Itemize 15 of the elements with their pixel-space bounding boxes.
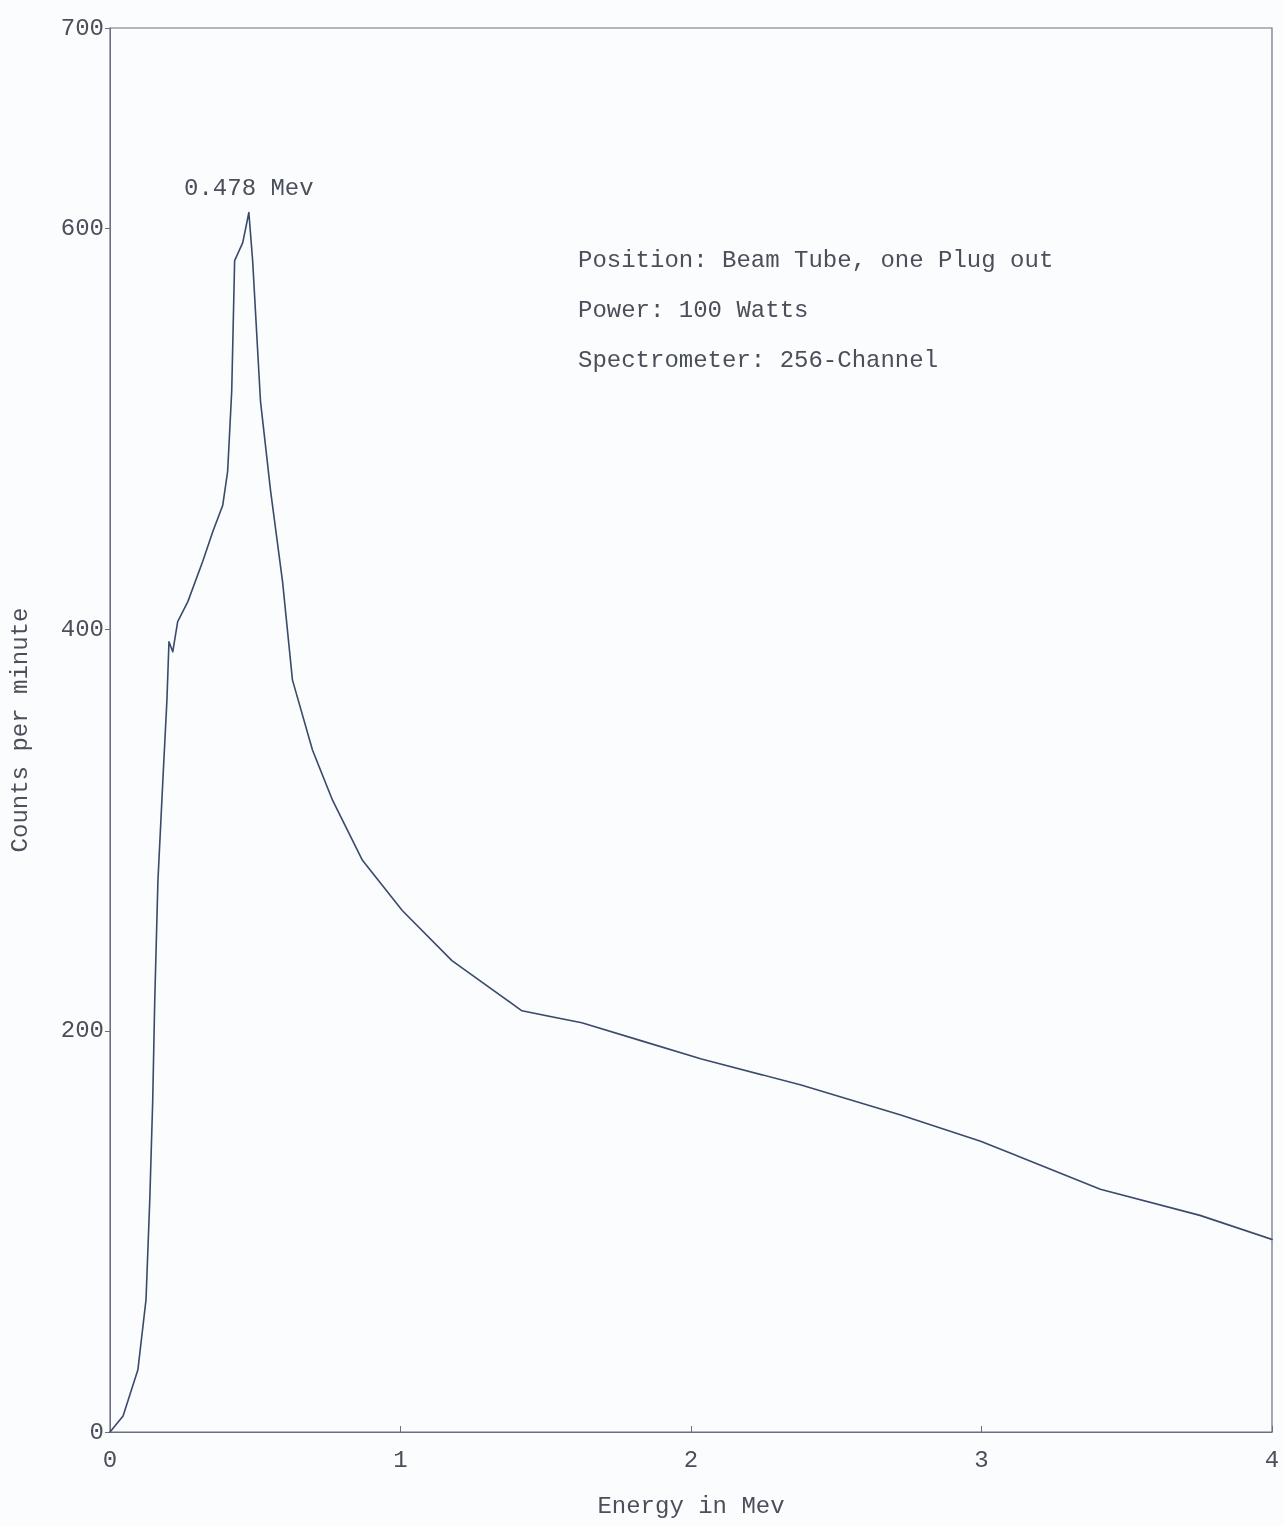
y-axis-title: Counts per minute (6, 607, 34, 853)
x-tick-label: 4 (1264, 1446, 1280, 1474)
x-tick-label: 1 (393, 1446, 408, 1474)
annotation: Position: Beam Tube, one Plug out (578, 246, 1054, 274)
y-tick-label: 400 (60, 616, 104, 644)
annotation: Power: 100 Watts (578, 296, 809, 324)
y-tick-label: 700 (60, 14, 104, 42)
annotation: Spectrometer: 256-Channel (578, 346, 939, 374)
y-tick-label: 0 (89, 1418, 104, 1446)
y-tick-label: 600 (60, 215, 104, 243)
x-tick-label: 3 (974, 1446, 989, 1474)
y-tick-label: 200 (60, 1017, 104, 1045)
x-axis-title: Energy in Mev (597, 1492, 785, 1520)
x-tick-label: 2 (683, 1446, 699, 1474)
annotation: 0.478 Mev (184, 175, 314, 203)
